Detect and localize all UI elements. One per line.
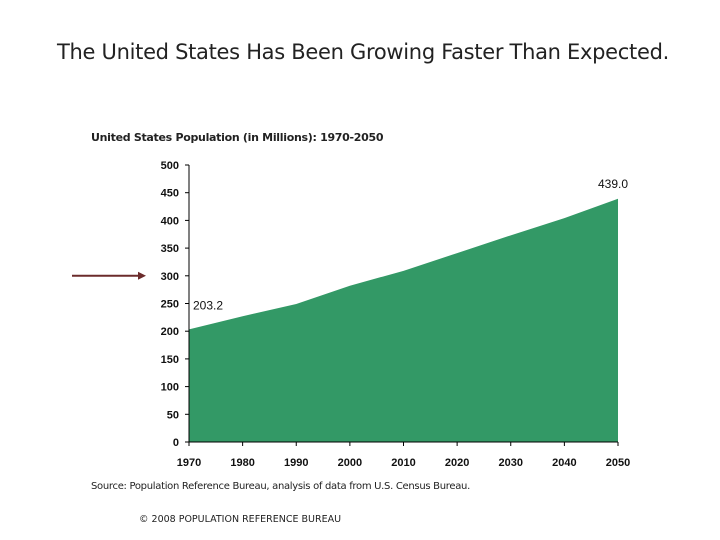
x-tick-label: 1980 [230, 457, 254, 469]
y-tick-label: 150 [161, 354, 179, 366]
y-tick-label: 450 [161, 188, 179, 200]
x-tick-label: 1970 [177, 457, 201, 469]
x-tick-label: 2050 [606, 457, 630, 469]
x-tick-label: 2010 [391, 457, 415, 469]
y-tick-label: 0 [173, 437, 179, 449]
copyright: © 2008 POPULATION REFERENCE BUREAU [139, 514, 342, 525]
x-tick-label: 2030 [499, 457, 523, 469]
y-tick-label: 500 [161, 160, 179, 172]
data-label: 439.0 [598, 177, 628, 191]
y-tick-label: 400 [161, 215, 179, 227]
y-tick-label: 200 [161, 326, 179, 338]
population-area [189, 198, 618, 442]
x-tick-label: 2000 [338, 457, 362, 469]
y-tick-label: 250 [161, 299, 179, 311]
chart-title: United States Population (in Millions): … [91, 131, 384, 144]
y-tick-label: 300 [161, 271, 179, 283]
x-tick-label: 1990 [284, 457, 308, 469]
y-tick-label: 100 [161, 382, 179, 394]
y-tick-label: 50 [167, 409, 179, 421]
y-tick-label: 350 [161, 243, 179, 255]
slide-title: The United States Has Been Growing Faste… [56, 40, 669, 64]
arrow-icon [138, 271, 146, 280]
x-tick-label: 2020 [445, 457, 469, 469]
x-tick-label: 2040 [552, 457, 576, 469]
source-note: Source: Population Reference Bureau, ana… [91, 481, 470, 492]
data-label: 203.2 [193, 298, 223, 312]
